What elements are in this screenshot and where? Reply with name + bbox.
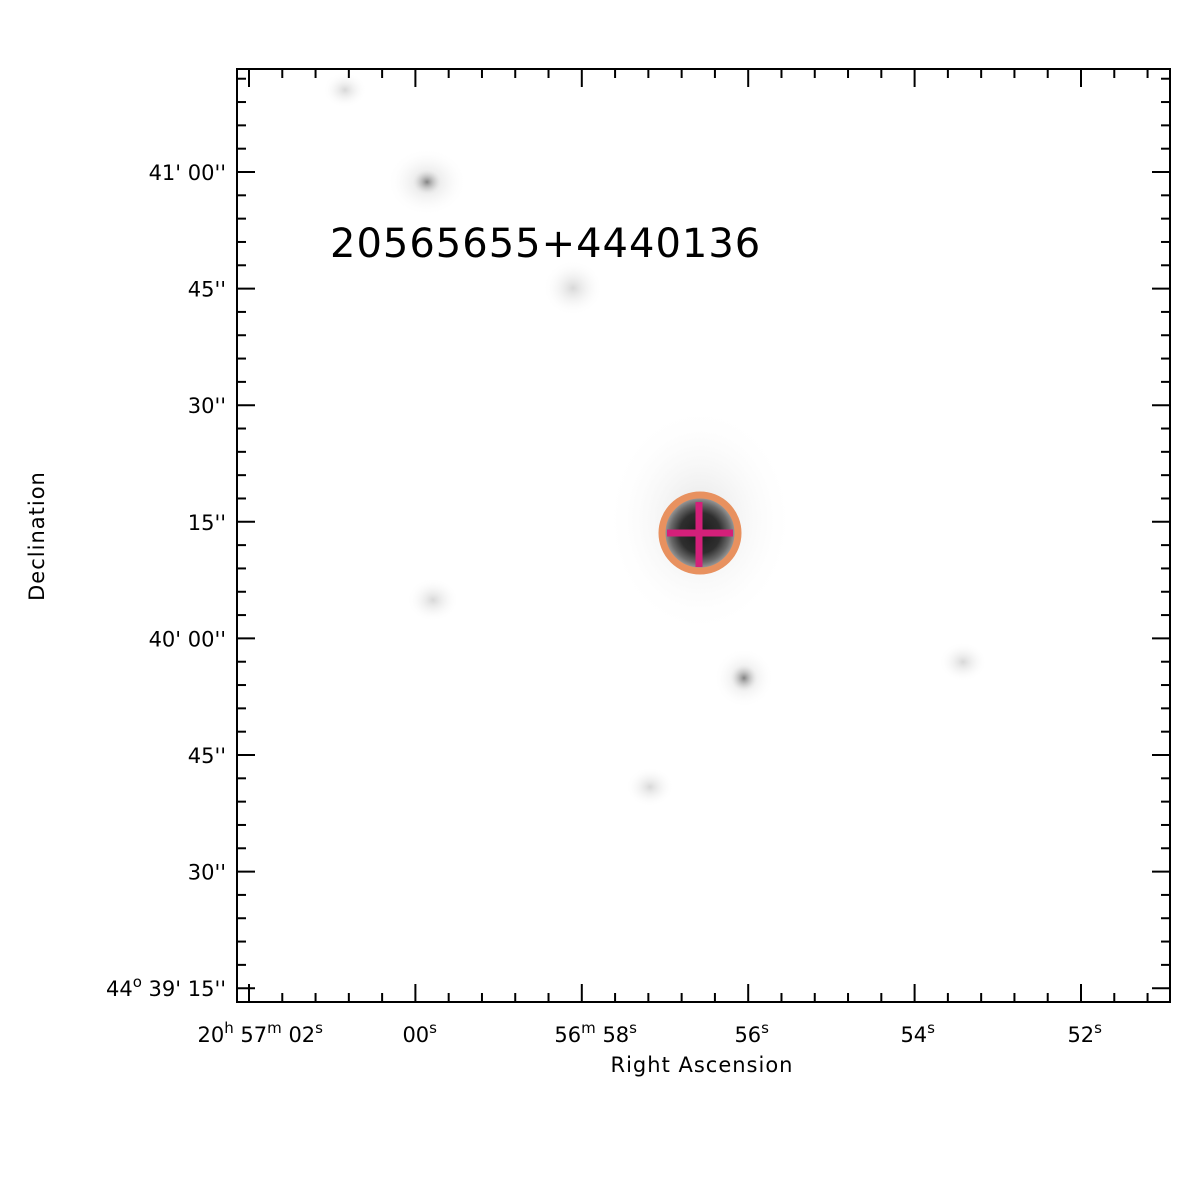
y-tick-label: 44o 39' 15''	[106, 973, 226, 1001]
x-tick-label: 00s	[402, 1019, 437, 1047]
sky-image: 20565655+4440136	[237, 69, 1170, 1002]
y-tick-label: 45''	[188, 744, 226, 768]
y-tick-labels: 41' 00'' 45'' 30'' 15'' 40' 00'' 45'' 30'' 44o …	[106, 161, 226, 1001]
x-tick-labels: 20h 57m 02s 00s 56m 58s 56s 54s 52s	[197, 1019, 1102, 1047]
crosshair-marker	[667, 502, 733, 567]
faint-source	[407, 578, 459, 622]
x-tick-label: 52s	[1067, 1019, 1102, 1047]
x-tick-label: 56m 58s	[554, 1019, 637, 1047]
y-tick-label: 15''	[188, 511, 226, 535]
y-tick-label: 30''	[188, 394, 226, 418]
y-tick-label: 41' 00''	[149, 161, 226, 185]
y-tick-label: 45''	[188, 278, 226, 302]
x-tick-label: 56s	[734, 1019, 769, 1047]
y-axis-title: Declination	[25, 471, 49, 601]
frame-border	[236, 68, 1171, 1003]
faint-source	[411, 168, 443, 196]
neighbor-source	[729, 663, 759, 693]
faint-source	[323, 72, 367, 108]
faint-source	[626, 767, 674, 807]
x-tick-label: 54s	[900, 1019, 935, 1047]
x-axis-title: Right Ascension	[611, 1053, 794, 1077]
aperture-circle	[658, 491, 742, 575]
x-tick-label: 20h 57m 02s	[197, 1019, 323, 1047]
faint-source	[939, 642, 987, 682]
plot-frame	[236, 68, 1171, 1003]
y-tick-label: 40' 00''	[149, 627, 226, 651]
faint-source	[543, 260, 603, 316]
object-label: 20565655+4440136	[330, 221, 761, 267]
y-tick-label: 30''	[188, 861, 226, 885]
